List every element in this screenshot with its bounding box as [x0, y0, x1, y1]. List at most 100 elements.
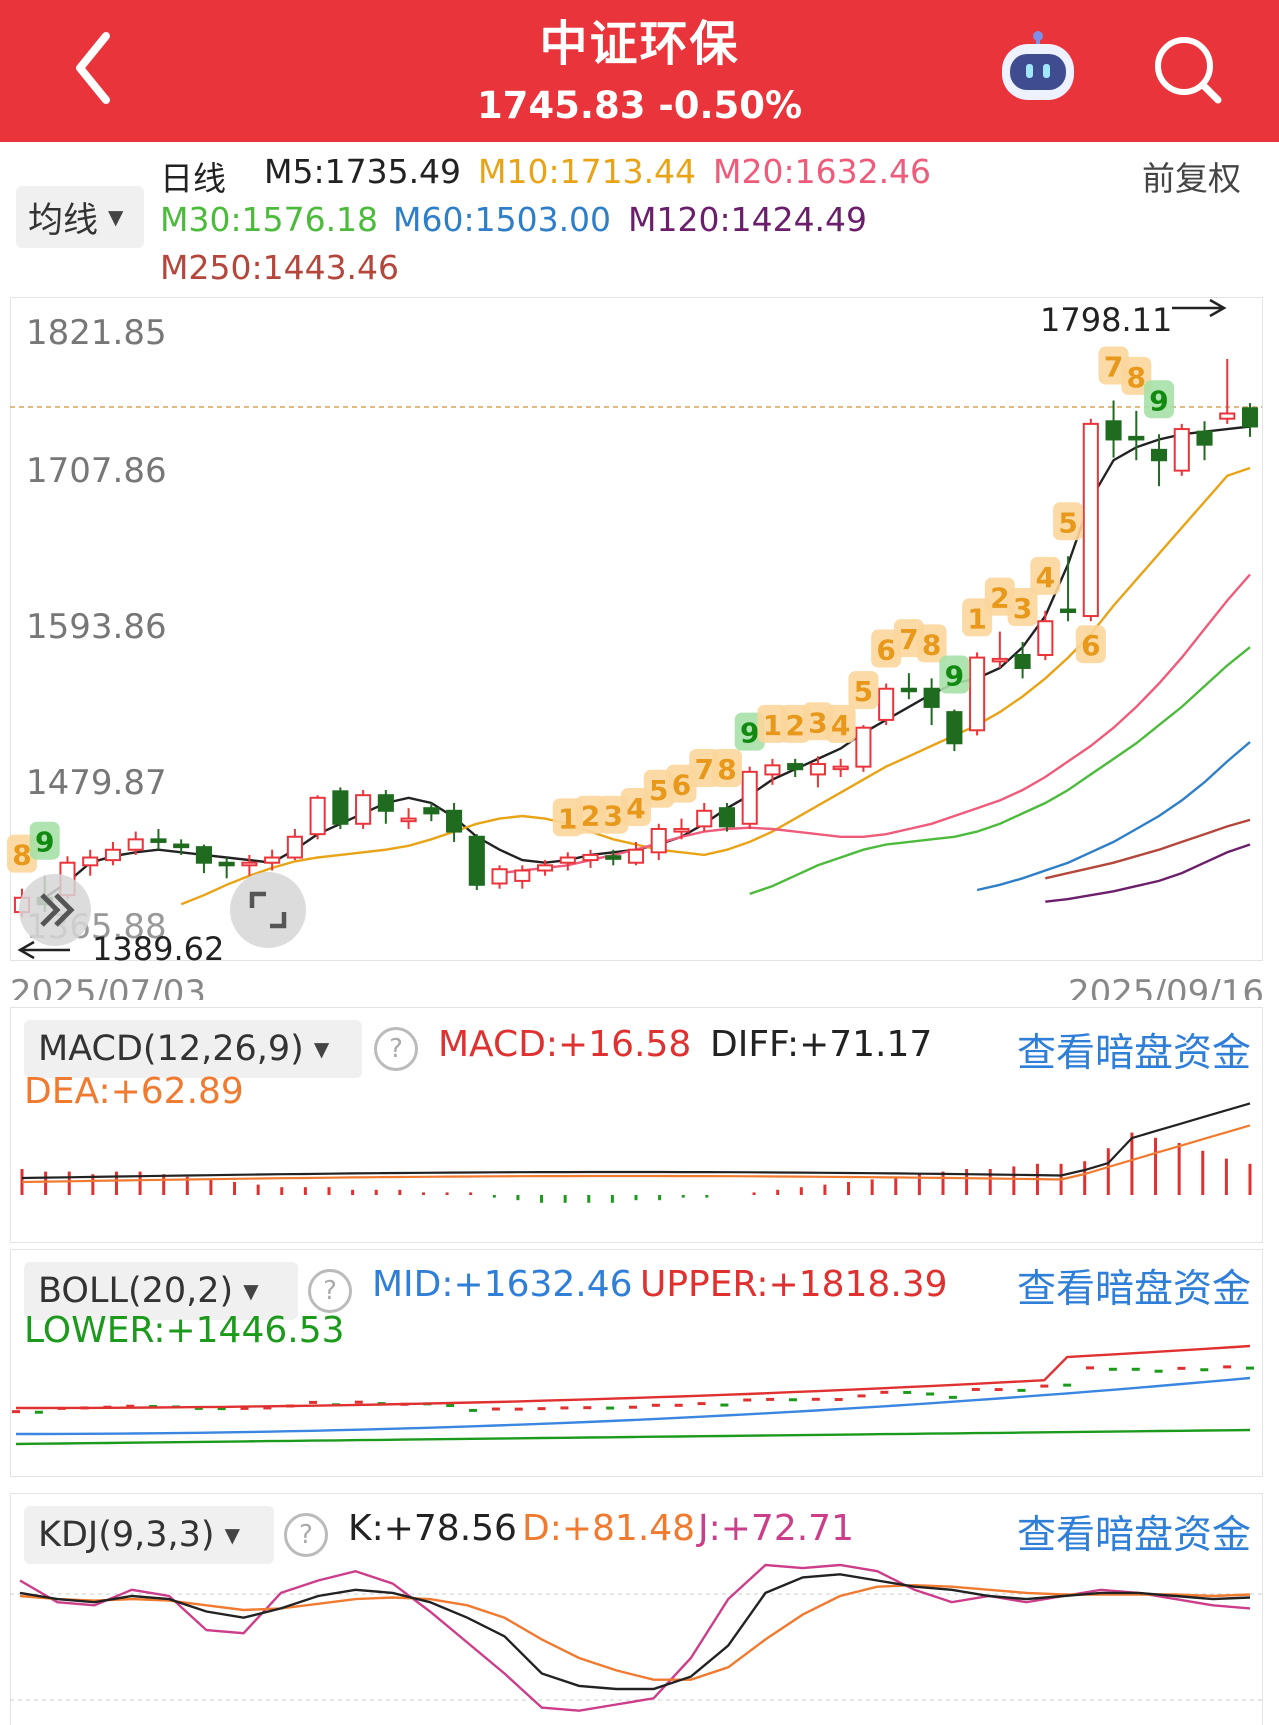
- td-marker-number: 6: [1081, 629, 1100, 662]
- td-marker-badge: [871, 629, 902, 668]
- td-marker-number: 9: [35, 826, 54, 859]
- indicator-selector-label: 均线: [28, 200, 99, 241]
- td-marker-number: 3: [808, 706, 827, 739]
- candle-body: [969, 656, 986, 732]
- candle-body: [1082, 422, 1099, 618]
- kdj-d-value: D:+81.48: [522, 1508, 696, 1549]
- candle-body: [1219, 412, 1236, 420]
- ma30-value: M30:1576.18: [160, 200, 379, 239]
- td-marker-badge: [1053, 502, 1084, 541]
- ma5-value: M5:1735.49: [264, 152, 462, 191]
- kdj-selector[interactable]: KDJ(9,3,3) ▼: [24, 1506, 274, 1564]
- td-marker-number: 2: [581, 800, 600, 833]
- dropdown-arrow-icon: ▼: [224, 1523, 240, 1547]
- kdj-d-line: [19, 1583, 1251, 1681]
- ma-line-m250: [1045, 818, 1251, 880]
- candle-body: [1060, 608, 1077, 614]
- td-marker-number: 5: [854, 675, 873, 708]
- candle-body: [218, 861, 235, 867]
- macd-chart: [20, 1102, 1252, 1203]
- dark-pool-link[interactable]: 查看暗盘资金: [1016, 1267, 1251, 1312]
- kdj-k-value: K:+78.56: [348, 1508, 517, 1549]
- candle-body: [423, 807, 440, 815]
- y-tick-label: 1821.85: [26, 313, 167, 353]
- td-marker-number: 5: [649, 774, 668, 807]
- dropdown-arrow-icon: ▼: [243, 1279, 259, 1303]
- candle-body: [764, 764, 781, 776]
- candle-body: [82, 856, 99, 867]
- candle-body: [446, 809, 463, 833]
- td-marker-number: 1: [763, 709, 782, 742]
- boll-selector[interactable]: BOLL(20,2) ▼: [24, 1262, 298, 1320]
- dark-pool-link[interactable]: 查看暗盘资金: [1016, 1513, 1251, 1558]
- dropdown-arrow-icon: ▼: [313, 1037, 330, 1061]
- kline-chart[interactable]: 1821.85 1707.86 1593.86 1479.87 1365.88 …: [0, 0, 1279, 1000]
- indicator-selector[interactable]: 均线 ▼: [16, 186, 144, 248]
- td-marker-badge: [1121, 356, 1152, 395]
- candle-body: [286, 835, 303, 859]
- td-marker-badge: [621, 787, 651, 826]
- candle-body: [309, 796, 326, 836]
- date-start-label: 2025/07/03: [10, 973, 206, 1000]
- adjust-mode[interactable]: 前复权: [1142, 159, 1241, 198]
- candle-body: [1196, 430, 1213, 446]
- ma250-value: M250:1443.46: [160, 248, 400, 287]
- candle-body: [787, 763, 804, 771]
- help-icon[interactable]: ?: [374, 1027, 418, 1071]
- boll-mid-line: [16, 1376, 1251, 1436]
- td-marker-badge: [1144, 380, 1175, 419]
- search-icon[interactable]: [1148, 30, 1228, 110]
- y-tick-label: 1707.86: [26, 451, 167, 491]
- page-title: 中证环保: [539, 16, 740, 72]
- candle-body: [627, 848, 645, 864]
- candle-body: [1241, 407, 1259, 428]
- td-marker-badge: [916, 624, 947, 663]
- td-marker-badge: [689, 748, 720, 787]
- td-marker-badge: [598, 795, 629, 834]
- macd-panel: [10, 1007, 1263, 1243]
- candle-body: [150, 838, 167, 843]
- kdj-j-value: J:+72.71: [698, 1508, 854, 1549]
- td-marker-badge: [962, 598, 993, 637]
- help-icon[interactable]: ?: [284, 1513, 328, 1557]
- candle-body: [1105, 420, 1122, 441]
- td-marker-number: 7: [1104, 351, 1123, 384]
- boll-mid-value: MID:+1632.46: [372, 1264, 633, 1305]
- y-tick-label: 1593.86: [26, 607, 167, 647]
- top-bar: 中证环保 1745.83 -0.50%: [0, 0, 1279, 142]
- td-marker-badge: [7, 834, 37, 873]
- scroll-left-button[interactable]: [19, 874, 91, 946]
- candles: [13, 358, 1259, 918]
- index-price-change: 1745.83 -0.50%: [476, 84, 803, 127]
- fullscreen-button[interactable]: [230, 872, 306, 948]
- diff-value: DIFF:+71.17: [710, 1024, 933, 1065]
- low-arrow-head: [17, 940, 35, 960]
- td-marker-number: 8: [1127, 361, 1146, 394]
- date-end-label: 2025/09/16: [1068, 973, 1264, 1000]
- dark-pool-link[interactable]: 查看暗盘资金: [1016, 1031, 1251, 1076]
- robot-assistant-icon[interactable]: [996, 28, 1080, 104]
- ma-line-m10: [180, 466, 1251, 906]
- candle-body: [468, 835, 485, 886]
- candle-body: [1150, 448, 1168, 462]
- candle-body: [559, 856, 576, 864]
- macd-selector[interactable]: MACD(12,26,9) ▼: [24, 1020, 362, 1078]
- help-icon[interactable]: ?: [308, 1269, 352, 1313]
- td-marker-badge: [1007, 588, 1038, 627]
- td-marker-number: 9: [740, 717, 759, 750]
- boll-panel: [10, 1249, 1263, 1477]
- candle-body: [832, 765, 849, 771]
- candle-body: [400, 817, 417, 823]
- back-icon[interactable]: [60, 18, 140, 118]
- td-marker-number: 1: [967, 602, 986, 635]
- ma-line-m20: [499, 573, 1251, 875]
- kdj-chart: [10, 1563, 1262, 1712]
- boll-lower-value: LOWER:+1446.53: [24, 1310, 345, 1351]
- candle-body: [878, 687, 895, 721]
- candle-body: [1037, 620, 1054, 656]
- ma-line-m120: [1045, 843, 1251, 903]
- kline-panel[interactable]: [10, 297, 1263, 961]
- candle-body: [491, 868, 508, 885]
- td-marker-badge: [984, 577, 1015, 616]
- candle-body: [173, 843, 190, 849]
